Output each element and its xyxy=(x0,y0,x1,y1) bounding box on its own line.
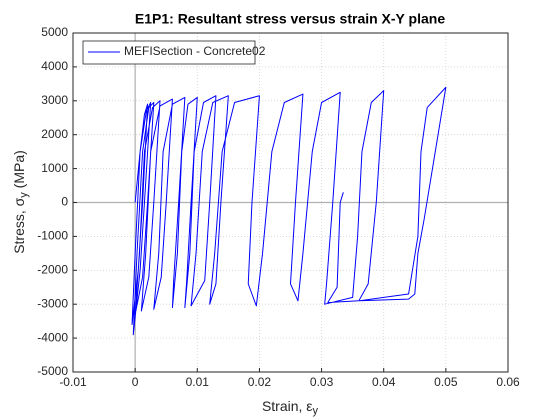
x-axis-label: Strain, εy xyxy=(262,398,319,417)
y-tick-label: -3000 xyxy=(37,296,68,310)
y-tick-label: -4000 xyxy=(37,330,68,344)
y-tick-label: -1000 xyxy=(37,229,68,243)
y-tick-label: 4000 xyxy=(41,59,68,73)
legend: MEFISection - Concrete02 xyxy=(82,40,266,65)
y-tick-label: 5000 xyxy=(41,25,68,39)
y-tick-label: -2000 xyxy=(37,262,68,276)
legend-label: MEFISection - Concrete02 xyxy=(124,44,266,58)
legend-box xyxy=(82,40,256,65)
y-tick-label: 2000 xyxy=(41,127,68,141)
x-tick-label: 0 xyxy=(132,375,139,389)
y-axis-label: Stress, σy (MPa) xyxy=(11,150,30,254)
y-tick-label: 0 xyxy=(61,195,68,209)
x-tick-label: 0.05 xyxy=(434,375,458,389)
x-tick-label: 0.01 xyxy=(186,375,210,389)
y-tick-label: 3000 xyxy=(41,93,68,107)
x-tick-label: 0.02 xyxy=(248,375,272,389)
chart-title: E1P1: Resultant stress versus strain X-Y… xyxy=(135,11,445,27)
data-line xyxy=(131,86,447,336)
y-tick-label: 1000 xyxy=(41,161,68,175)
axes-box xyxy=(72,32,509,373)
x-tick-label: -0.01 xyxy=(59,375,87,389)
y-tick-label: -5000 xyxy=(37,364,68,378)
x-tick-label: 0.03 xyxy=(310,375,334,389)
x-tick-label: 0.04 xyxy=(372,375,396,389)
x-tick-label: 0.06 xyxy=(496,375,520,389)
